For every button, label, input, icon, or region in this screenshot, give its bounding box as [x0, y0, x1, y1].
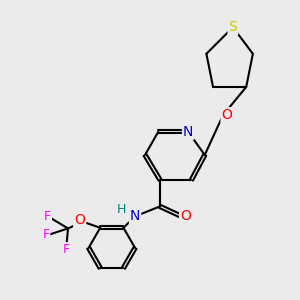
Text: H: H	[116, 202, 126, 216]
Text: O: O	[221, 108, 233, 122]
Text: O: O	[74, 213, 85, 227]
Text: F: F	[63, 243, 70, 256]
Text: S: S	[229, 20, 237, 34]
Text: F: F	[42, 228, 50, 241]
Text: O: O	[180, 209, 191, 224]
Text: N: N	[183, 125, 193, 139]
Text: F: F	[44, 210, 51, 223]
Text: N: N	[130, 209, 140, 224]
